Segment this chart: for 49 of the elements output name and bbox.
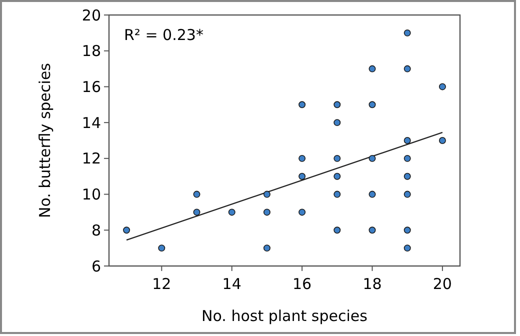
point <box>334 101 341 108</box>
x-tick-label: 14 <box>222 275 242 293</box>
point <box>334 226 341 234</box>
point <box>404 29 411 36</box>
point <box>263 208 270 216</box>
point <box>228 208 236 216</box>
y-tick-label: 10 <box>82 186 101 204</box>
y-tick-label: 6 <box>91 257 101 276</box>
point <box>298 154 306 162</box>
point <box>263 190 270 198</box>
x-tick-label: 16 <box>292 275 312 293</box>
point <box>438 83 446 90</box>
x-tick-label: 18 <box>362 275 382 293</box>
point <box>404 154 411 162</box>
point <box>263 244 270 252</box>
point <box>368 65 376 72</box>
point <box>334 154 341 162</box>
y-axis-title: No. butterfly species <box>36 62 54 218</box>
y-tick-label: 20 <box>82 6 101 24</box>
y-tick-label: 18 <box>82 42 101 60</box>
point <box>404 190 411 198</box>
point <box>123 226 130 234</box>
point <box>368 154 376 162</box>
point <box>438 137 446 144</box>
y-tick-label: 8 <box>91 221 101 240</box>
point <box>368 190 376 198</box>
point <box>334 190 341 198</box>
point <box>368 101 376 108</box>
point <box>404 172 411 180</box>
y-tick-label: 16 <box>82 78 101 96</box>
point <box>298 172 306 180</box>
point <box>193 208 200 216</box>
point <box>404 226 411 234</box>
point <box>334 172 341 180</box>
x-tick-label: 12 <box>152 275 172 293</box>
y-tick-label: 14 <box>82 114 101 132</box>
point <box>334 119 341 126</box>
point <box>368 226 376 234</box>
point <box>158 244 166 252</box>
point <box>298 101 306 108</box>
x-axis-title: No. host plant species <box>202 307 368 325</box>
point <box>404 244 411 252</box>
point <box>404 65 411 72</box>
annotation: R² = 0.23* <box>124 26 204 44</box>
point <box>298 208 306 216</box>
point <box>404 137 411 144</box>
y-tick-label: 12 <box>82 150 101 168</box>
point <box>193 190 200 198</box>
x-tick-label: 20 <box>432 275 452 293</box>
